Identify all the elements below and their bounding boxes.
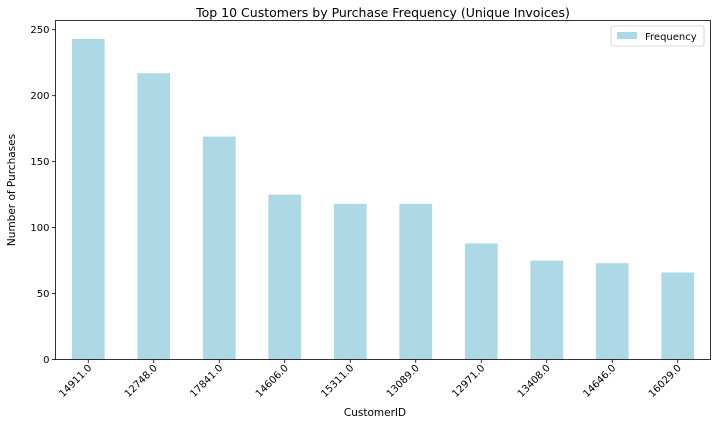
x-tick-label: 14646.0	[581, 363, 618, 400]
x-tick-label: 12748.0	[123, 363, 160, 400]
x-tick-label: 14606.0	[254, 363, 291, 400]
bar-14911.0	[71, 38, 105, 360]
y-tick-label: 150	[30, 157, 49, 168]
x-axis-label: CustomerID	[344, 407, 406, 419]
x-axis-ticks: 14911.0 12748.0 17841.0 14606.0 15311.0 13089…	[57, 359, 684, 400]
plot-area: 0 50 100 150 200 250 14911.0 12748.0 17841.0 146…	[30, 20, 711, 400]
y-tick-label: 50	[37, 289, 50, 300]
bar-12971.0	[464, 243, 498, 360]
bars-group	[71, 38, 695, 360]
chart-title: Top 10 Customers by Purchase Frequency (…	[195, 5, 570, 20]
y-tick-label: 200	[30, 91, 49, 102]
y-axis-label: Number of Purchases	[6, 134, 18, 246]
y-axis-ticks: 0 50 100 150 200 250	[30, 25, 56, 366]
bar-14606.0	[268, 194, 302, 360]
bar-15311.0	[333, 203, 367, 360]
y-tick-label: 250	[30, 25, 49, 36]
plot-frame	[55, 20, 711, 360]
bar-17841.0	[202, 136, 236, 360]
x-tick-label: 14911.0	[57, 363, 94, 400]
bar-16029.0	[661, 272, 695, 360]
x-tick-label: 16029.0	[647, 363, 684, 400]
legend-box	[610, 25, 705, 47]
bar-12748.0	[137, 73, 171, 360]
x-tick-label: 12971.0	[450, 363, 487, 400]
legend: Frequency	[610, 25, 705, 47]
x-tick-label: 15311.0	[319, 363, 356, 400]
legend-label-frequency: Frequency	[645, 32, 697, 43]
legend-swatch-frequency	[617, 32, 637, 39]
bar-13408.0	[530, 260, 564, 360]
x-tick-label: 13089.0	[385, 363, 422, 400]
y-tick-label: 100	[30, 223, 49, 234]
bar-13089.0	[399, 203, 433, 360]
bar-14646.0	[595, 263, 629, 360]
x-tick-label: 17841.0	[188, 363, 225, 400]
x-tick-label: 13408.0	[516, 363, 553, 400]
y-tick-label: 0	[43, 355, 49, 366]
